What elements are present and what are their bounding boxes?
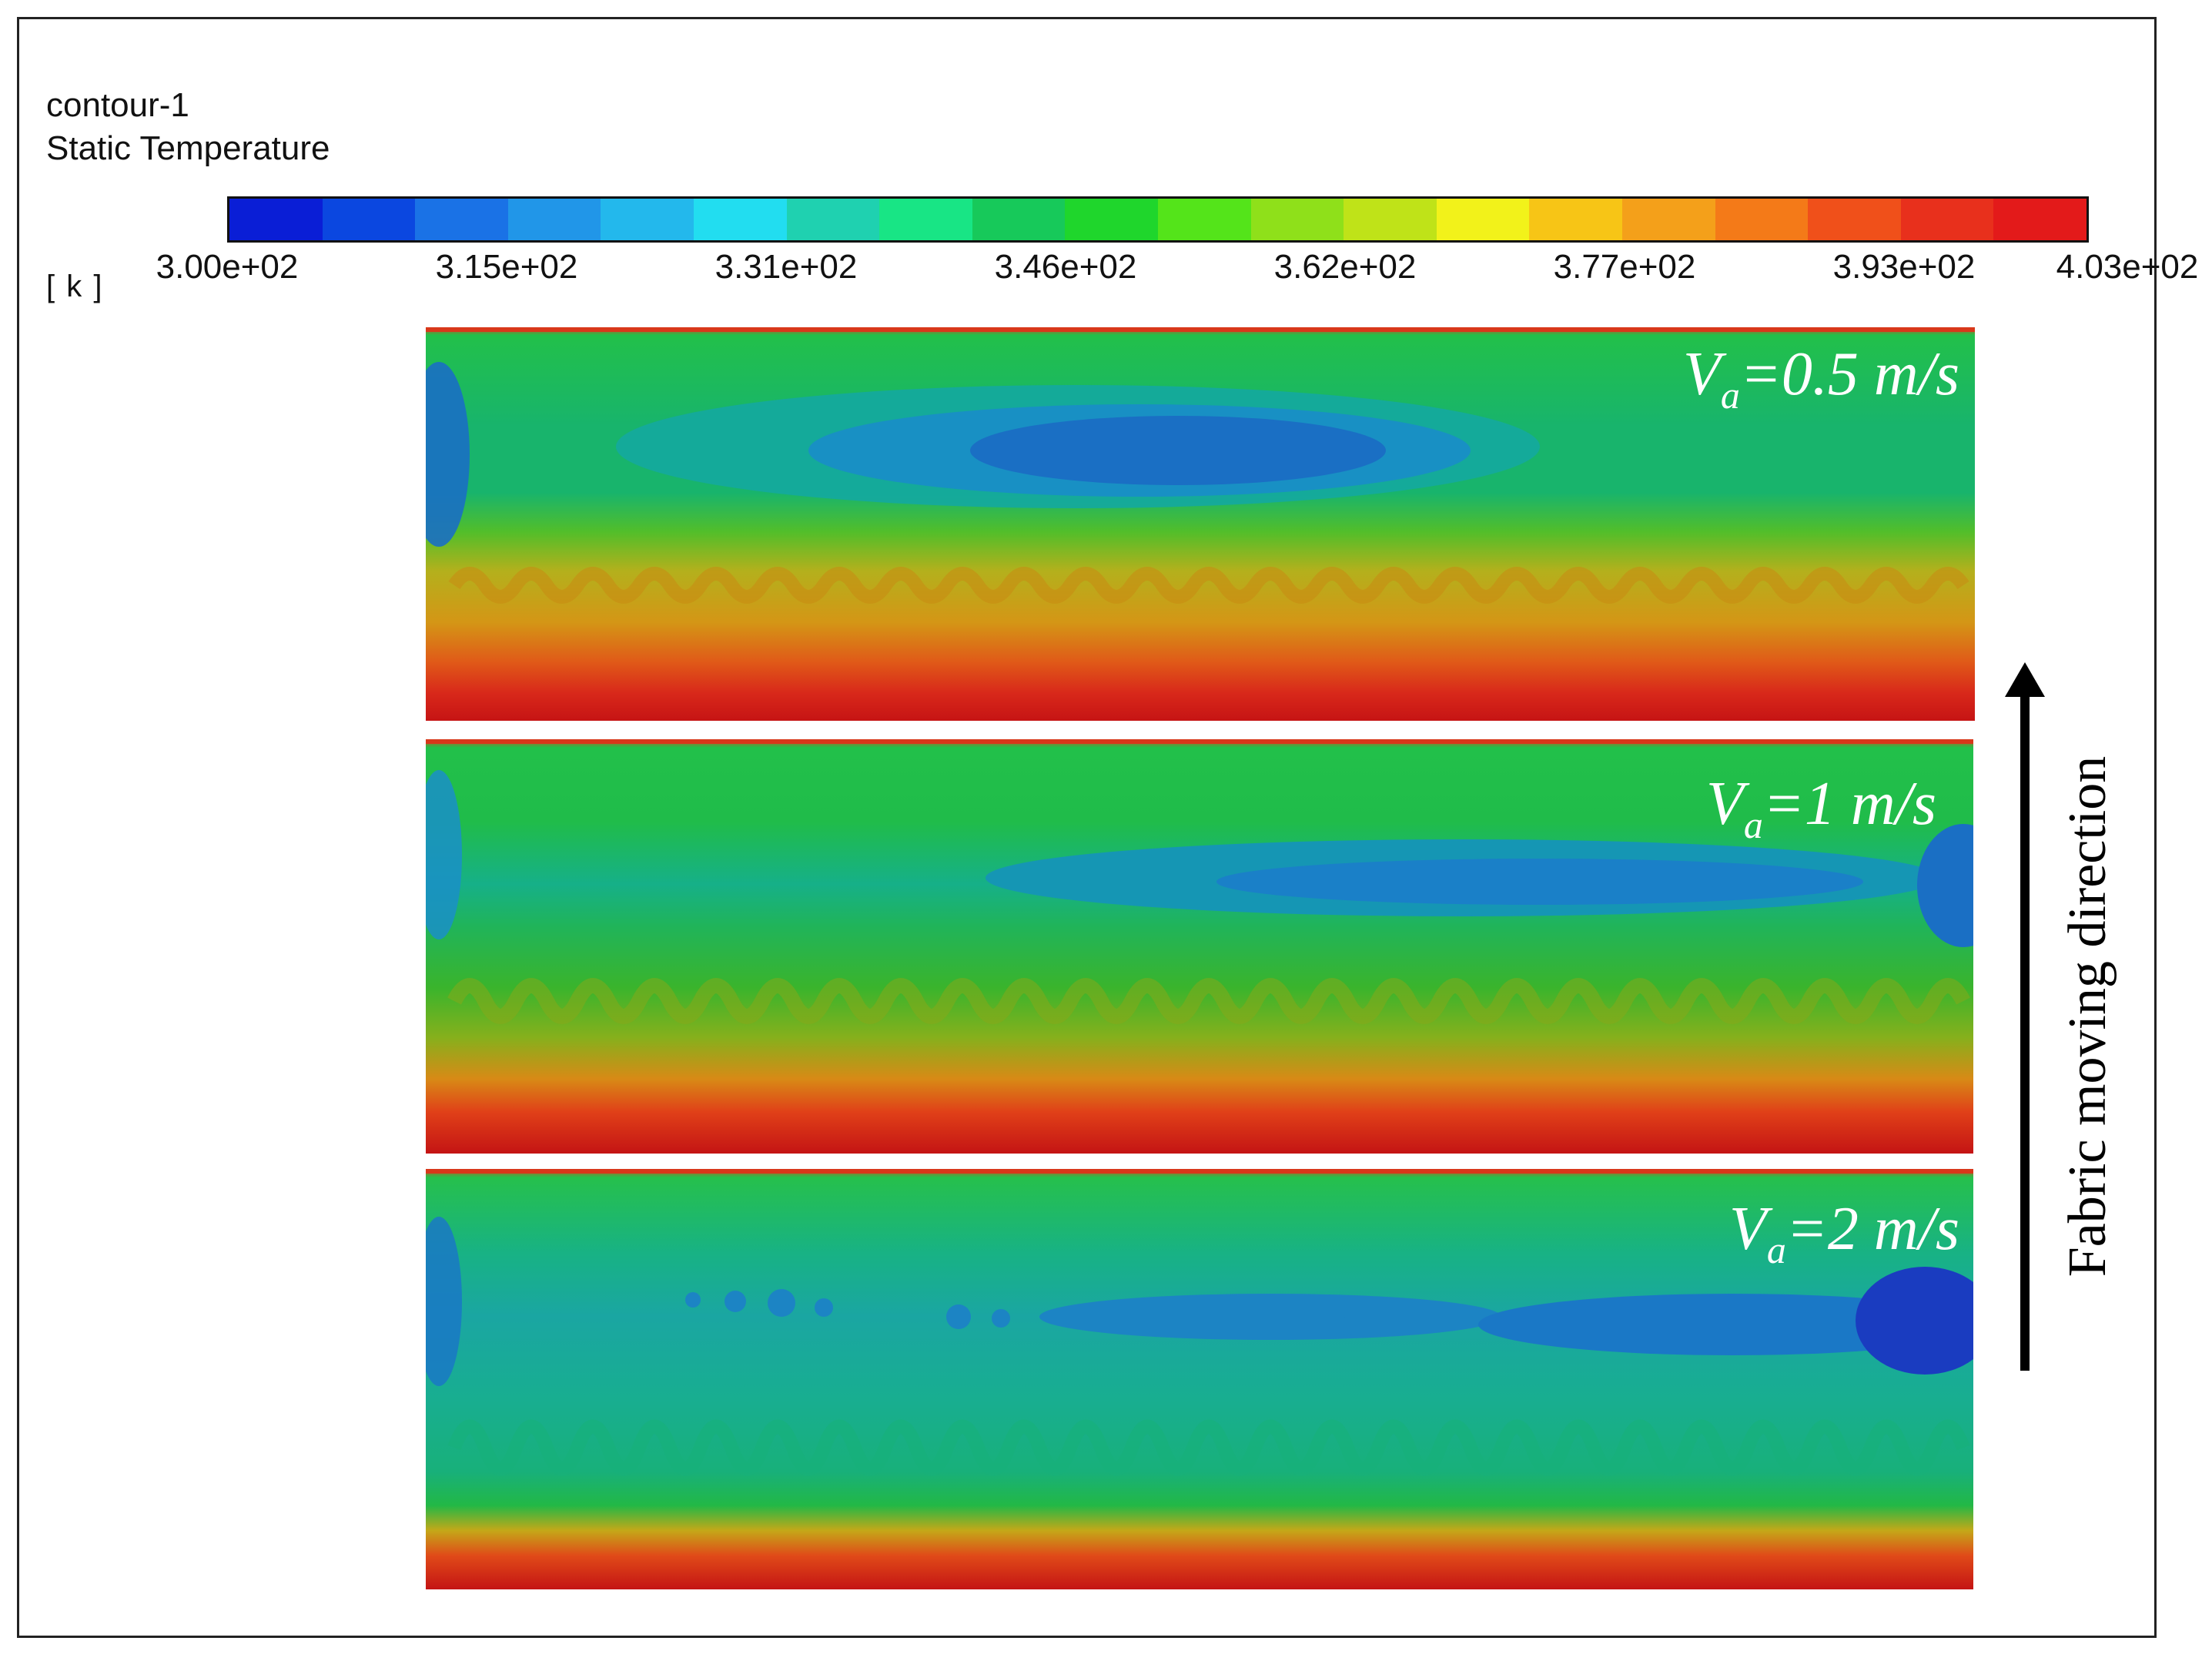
colorbar-segment-16: [1715, 199, 1809, 240]
contour-panel-1-waves: [448, 567, 1969, 604]
variable-title: Static Temperature: [46, 129, 330, 167]
colorbar-segment-18: [1900, 199, 1994, 240]
velocity-subscript: a: [1744, 803, 1763, 846]
velocity-value: =1 m/s: [1763, 770, 1936, 838]
colorbar-segment-15: [1621, 199, 1715, 240]
contour-panel-3: [426, 1169, 1973, 1589]
velocity-value: =2 m/s: [1786, 1195, 1959, 1263]
unit-label: [ k ]: [46, 270, 104, 303]
colorbar-tick-6: 3.93e+02: [1832, 248, 1976, 286]
colorbar: [227, 196, 2089, 243]
colorbar-segment-10: [1157, 199, 1251, 240]
colorbar-segment-5: [693, 199, 787, 240]
colorbar-segment-4: [601, 199, 694, 240]
colorbar-tick-0: 3.00e+02: [156, 248, 299, 286]
colorbar-tick-7: 4.03e+02: [2056, 248, 2199, 286]
velocity-subscript: a: [1767, 1228, 1786, 1271]
colorbar-tick-2: 3.31e+02: [714, 248, 858, 286]
fabric-direction-label: Fabric moving direction: [2058, 755, 2117, 1278]
colorbar-segment-9: [1065, 199, 1158, 240]
velocity-label-1: Va=0.5 m/s: [1683, 340, 1959, 417]
colorbar-segment-8: [972, 199, 1066, 240]
fabric-direction-arrow: [2005, 662, 2045, 1371]
velocity-label-3: Va=2 m/s: [1729, 1195, 1959, 1271]
contour-title: contour-1: [46, 86, 189, 124]
velocity-value: =0.5 m/s: [1740, 340, 1959, 408]
colorbar-segment-17: [1808, 199, 1901, 240]
colorbar-segment-6: [786, 199, 880, 240]
colorbar-tick-1: 3.15e+02: [435, 248, 578, 286]
velocity-label-2: Va=1 m/s: [1706, 770, 1936, 846]
colorbar-segment-1: [322, 199, 416, 240]
colorbar-segment-0: [229, 199, 323, 240]
contour-panel-3-waves: [447, 1419, 1970, 1476]
colorbar-segment-19: [1993, 199, 2087, 240]
colorbar-segment-13: [1436, 199, 1530, 240]
velocity-symbol: V: [1683, 340, 1727, 408]
contour-panel-2-waves: [447, 978, 1970, 1024]
colorbar-tick-5: 3.77e+02: [1553, 248, 1696, 286]
contour-panel-2: [426, 739, 1973, 1154]
velocity-symbol: V: [1729, 1195, 1773, 1263]
velocity-subscript: a: [1721, 373, 1740, 417]
colorbar-segment-11: [1250, 199, 1344, 240]
colorbar-tick-4: 3.62e+02: [1273, 248, 1417, 286]
colorbar-segment-3: [507, 199, 601, 240]
contour-panel-1: [426, 327, 1975, 721]
colorbar-segment-12: [1344, 199, 1437, 240]
colorbar-segment-2: [415, 199, 508, 240]
colorbar-segment-7: [879, 199, 972, 240]
colorbar-segment-14: [1529, 199, 1622, 240]
colorbar-tick-3: 3.46e+02: [994, 248, 1137, 286]
velocity-symbol: V: [1706, 770, 1750, 838]
